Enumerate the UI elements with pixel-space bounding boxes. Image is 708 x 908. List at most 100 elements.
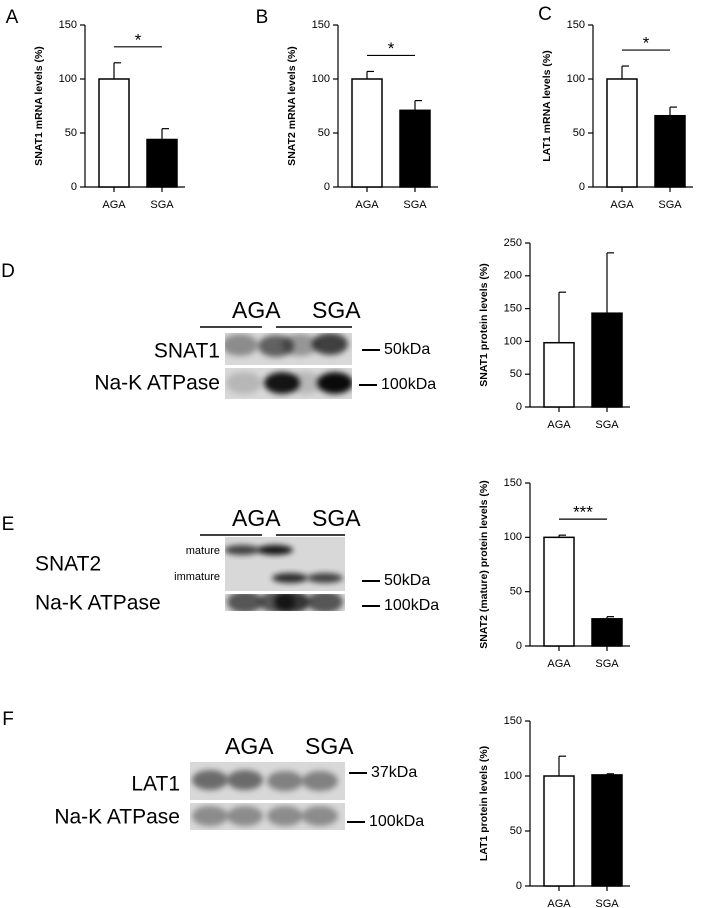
row-label: Na-K ATPase <box>35 592 161 615</box>
lane-header: SGA <box>312 297 361 323</box>
x-tick-label: SGA <box>595 419 619 431</box>
blot-band <box>312 333 348 355</box>
y-tick-label: 200 <box>504 270 522 282</box>
blot-band <box>272 573 308 583</box>
significance-label: *** <box>573 503 593 522</box>
blot-band <box>192 806 228 826</box>
marker-label: 50kDa <box>384 341 430 358</box>
lane-header: AGA <box>232 505 281 531</box>
bar <box>654 114 686 188</box>
panel-label: F <box>2 709 14 730</box>
y-tick-label: 50 <box>510 586 522 598</box>
bar <box>98 78 130 188</box>
row-label: SNAT2 <box>35 553 101 576</box>
y-tick-label: 150 <box>504 715 522 727</box>
blot-band <box>282 334 318 356</box>
y-tick-label: 150 <box>504 303 522 315</box>
blot-band <box>227 594 263 611</box>
y-tick-label: 100 <box>59 73 77 85</box>
lane-header: SGA <box>312 505 361 531</box>
marker-label: 50kDa <box>384 572 430 589</box>
y-tick-label: 100 <box>504 770 522 782</box>
blot-band <box>302 806 338 826</box>
y-tick-label: 150 <box>504 477 522 489</box>
marker-label: 100kDa <box>384 597 439 614</box>
blot-band <box>267 771 303 791</box>
significance-label: * <box>388 39 395 58</box>
panel-label: C <box>538 4 552 25</box>
y-tick-label: 50 <box>510 368 522 380</box>
y-axis-label: LAT1 protein levels (%) <box>478 746 490 861</box>
bar <box>399 109 431 188</box>
x-tick-label: SGA <box>595 898 619 908</box>
blot-band <box>267 806 303 826</box>
y-tick-label: 250 <box>504 237 522 249</box>
panel-label: D <box>1 261 15 282</box>
row-label: Na-K ATPase <box>54 806 180 829</box>
bar <box>543 775 575 887</box>
x-tick-label: SGA <box>150 199 174 211</box>
x-tick-label: SGA <box>403 199 427 211</box>
lane-header: AGA <box>225 733 274 759</box>
x-tick-label: AGA <box>355 199 379 211</box>
y-tick-label: 150 <box>567 19 585 31</box>
blot-bands <box>192 770 338 791</box>
y-axis-label: SNAT2 (mature) protein levels (%) <box>478 480 490 648</box>
lane-header: SGA <box>305 733 354 759</box>
y-tick-label: 50 <box>510 825 522 837</box>
bar <box>606 78 638 188</box>
x-tick-label: AGA <box>547 658 571 670</box>
y-axis-label: SNAT2 mRNA levels (%) <box>286 46 298 166</box>
bar <box>351 78 383 188</box>
row-label: LAT1 <box>131 773 180 796</box>
y-tick-label: 100 <box>312 73 330 85</box>
bar <box>146 138 178 188</box>
row-label: Na-K ATPase <box>94 372 220 395</box>
blot-bands <box>225 545 343 583</box>
y-tick-label: 0 <box>324 181 330 193</box>
band-label: immature <box>174 571 220 583</box>
blot-bands <box>226 372 352 394</box>
panel-label: A <box>6 7 19 28</box>
y-tick-label: 0 <box>579 181 585 193</box>
marker-label: 100kDa <box>381 376 436 393</box>
y-tick-label: 0 <box>516 401 522 413</box>
blot-band <box>225 334 258 356</box>
y-tick-label: 150 <box>59 19 77 31</box>
x-tick-label: AGA <box>547 419 571 431</box>
bar <box>543 341 575 408</box>
marker-label: 37kDa <box>371 764 417 781</box>
y-tick-label: 0 <box>516 880 522 892</box>
x-tick-label: SGA <box>658 199 682 211</box>
y-axis-label: SNAT1 mRNA levels (%) <box>33 46 45 166</box>
y-tick-label: 150 <box>312 19 330 31</box>
band-label: mature <box>186 545 220 557</box>
blot-bands <box>192 806 338 826</box>
panel-label: B <box>256 7 269 28</box>
bar <box>591 618 623 647</box>
blot-band <box>227 806 263 826</box>
blot-band <box>307 594 343 611</box>
y-tick-label: 50 <box>65 127 77 139</box>
y-tick-label: 100 <box>504 531 522 543</box>
marker-label: 100kDa <box>369 813 424 830</box>
y-tick-label: 50 <box>318 127 330 139</box>
y-axis-label: SNAT1 protein levels (%) <box>478 263 490 387</box>
blot-bands <box>227 594 343 611</box>
significance-label: * <box>643 34 650 53</box>
blot-band <box>192 770 228 790</box>
blot-band <box>307 573 343 583</box>
x-tick-label: AGA <box>102 199 126 211</box>
x-tick-label: AGA <box>610 199 634 211</box>
blot-band <box>287 372 323 394</box>
blot-band <box>225 545 260 555</box>
blot-band <box>227 770 263 790</box>
blot-band <box>302 771 338 791</box>
blot-band <box>257 545 293 555</box>
lane-header: AGA <box>232 297 281 323</box>
y-tick-label: 0 <box>516 640 522 652</box>
bar <box>591 312 623 408</box>
x-tick-label: SGA <box>595 658 619 670</box>
y-tick-label: 0 <box>71 181 77 193</box>
